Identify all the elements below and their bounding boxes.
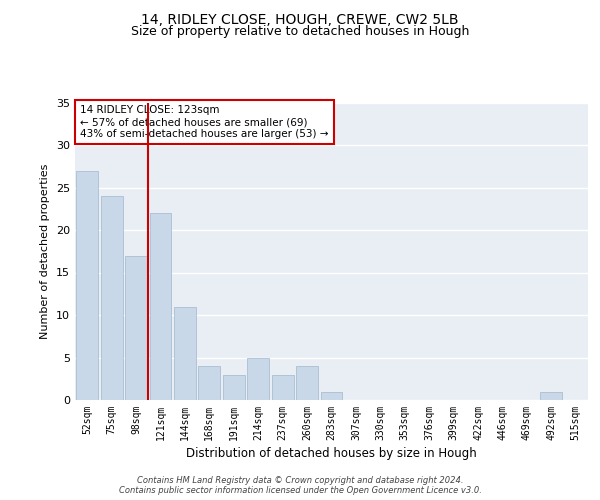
Text: Size of property relative to detached houses in Hough: Size of property relative to detached ho… xyxy=(131,25,469,38)
X-axis label: Distribution of detached houses by size in Hough: Distribution of detached houses by size … xyxy=(186,447,477,460)
Bar xyxy=(223,374,245,400)
Bar xyxy=(320,392,343,400)
Bar xyxy=(149,213,172,400)
Bar xyxy=(76,170,98,400)
Text: Contains HM Land Registry data © Crown copyright and database right 2024.
Contai: Contains HM Land Registry data © Crown c… xyxy=(119,476,481,495)
Bar xyxy=(296,366,318,400)
Bar xyxy=(174,306,196,400)
Bar xyxy=(101,196,122,400)
Bar xyxy=(541,392,562,400)
Bar xyxy=(272,374,293,400)
Text: 14 RIDLEY CLOSE: 123sqm
← 57% of detached houses are smaller (69)
43% of semi-de: 14 RIDLEY CLOSE: 123sqm ← 57% of detache… xyxy=(80,106,329,138)
Bar xyxy=(247,358,269,400)
Bar xyxy=(125,256,147,400)
Bar xyxy=(199,366,220,400)
Text: 14, RIDLEY CLOSE, HOUGH, CREWE, CW2 5LB: 14, RIDLEY CLOSE, HOUGH, CREWE, CW2 5LB xyxy=(141,12,459,26)
Y-axis label: Number of detached properties: Number of detached properties xyxy=(40,164,50,339)
